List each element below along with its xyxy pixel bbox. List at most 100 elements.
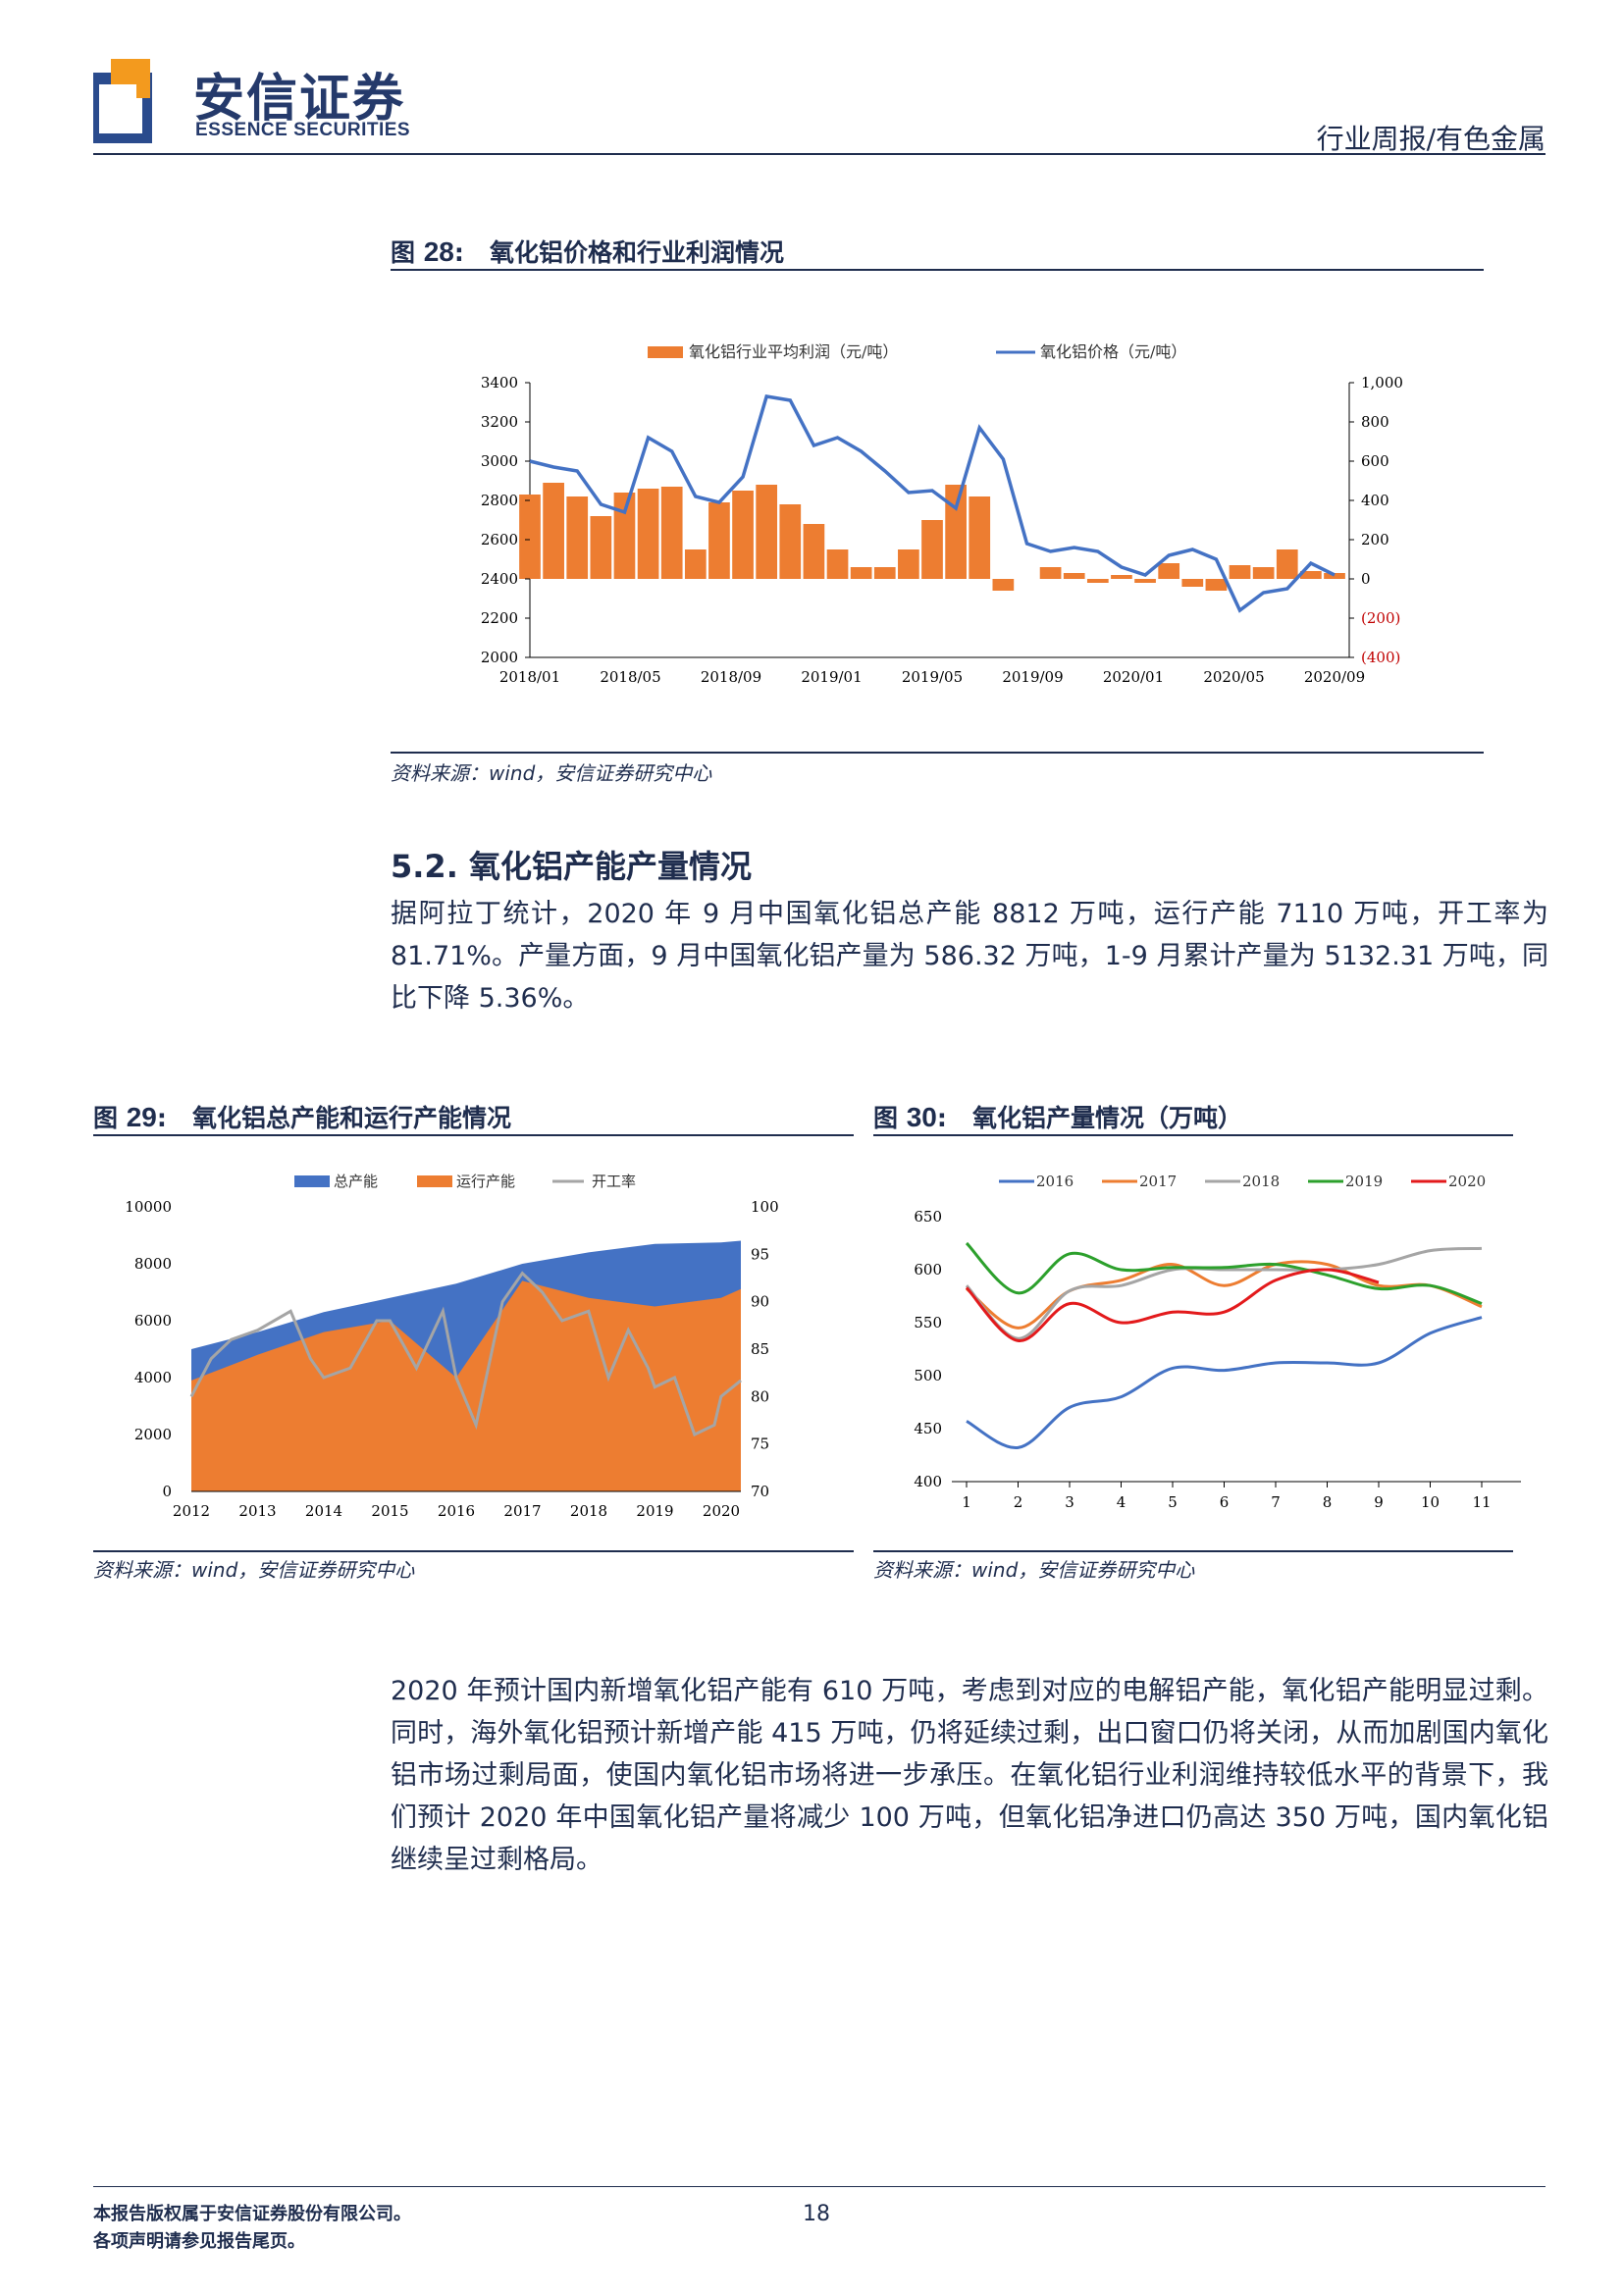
legend-swatch-profit (648, 346, 683, 358)
x-tick-label: 2014 (305, 1502, 342, 1520)
y-right-tick-label: (400) (1361, 649, 1400, 666)
profit-bar (1039, 567, 1062, 579)
legend-label-price: 氧化铝价格（元/吨） (1040, 342, 1186, 361)
fig28-source-rule (391, 752, 1484, 754)
profit-bar (1324, 573, 1345, 579)
fig30-title-rule (873, 1134, 1513, 1136)
y-left-tick-label: 2000 (481, 649, 518, 666)
profit-bar (779, 504, 802, 579)
logo-company-name: 安信证券 (193, 70, 406, 129)
y-right-tick-label: 95 (751, 1245, 769, 1263)
footer-disclaimer: 各项声明请参见报告尾页。 (93, 2231, 305, 2252)
x-tick-label: 2018 (570, 1502, 607, 1520)
series-line-2020 (965, 1268, 1380, 1342)
y-tick-label: 400 (914, 1473, 942, 1490)
x-tick-label: 2020/09 (1304, 668, 1365, 686)
y-tick-label: 650 (914, 1208, 942, 1226)
fig29-label: 图 (93, 1104, 119, 1132)
fig28-label: 图 (391, 238, 416, 267)
profit-bar (873, 567, 896, 579)
fig29-title-rule (93, 1134, 854, 1136)
profit-bar (1134, 579, 1156, 583)
section-paragraph-2: 2020 年预计国内新增氧化铝产能有 610 万吨，考虑到对应的电解铝产能，氧化… (391, 1676, 1548, 1875)
x-tick-label: 2018/01 (499, 668, 560, 686)
y-right-tick-label: (200) (1361, 609, 1400, 627)
fig28-title: 图 28: 氧化铝价格和行业利润情况 (391, 236, 785, 267)
profit-bar (684, 549, 707, 579)
profit-bar (969, 496, 991, 579)
profit-bar (543, 483, 564, 579)
y-left-tick-label: 2800 (481, 492, 518, 509)
fig30-chart: 2016 2017 2018 2019 2020 650 600 550 500 450 400 1 2… (914, 1173, 1521, 1511)
y-right-tick-label: 75 (751, 1435, 769, 1453)
legend-swatch-total (294, 1175, 330, 1187)
profit-bar (803, 524, 825, 579)
profit-bar (898, 549, 919, 579)
x-tick-label: 2019/01 (801, 668, 862, 686)
fig30-title: 图 30: 氧化铝产量情况（万吨） (873, 1102, 1243, 1132)
x-tick-label: 2017 (503, 1502, 541, 1520)
x-tick-label: 2018/09 (701, 668, 761, 686)
profit-bar (1111, 575, 1132, 579)
x-tick-label: 4 (1117, 1493, 1126, 1511)
y-left-tick-label: 4000 (134, 1369, 172, 1386)
fig28-source: 资料来源：wind，安信证券研究中心 (391, 761, 712, 785)
fig28-caption: 氧化铝价格和行业利润情况 (490, 238, 785, 267)
y-right-tick-label: 70 (751, 1483, 769, 1500)
page-number: 18 (803, 2202, 830, 2226)
section-paragraph-1: 据阿拉丁统计，2020 年 9 月中国氧化铝总产能 8812 万吨，运行产能 7… (391, 899, 1548, 1014)
profit-bar (590, 516, 612, 579)
x-tick-label: 2015 (371, 1502, 408, 1520)
fig29-source-rule (93, 1550, 854, 1552)
profit-bar (1276, 549, 1298, 579)
fig29-source: 资料来源：wind，安信证券研究中心 (93, 1558, 415, 1582)
y-right-tick-label: 400 (1361, 492, 1389, 509)
y-left-tick-label: 10000 (125, 1198, 172, 1216)
profit-bar (566, 496, 589, 579)
profit-bar (992, 579, 1015, 591)
x-tick-label: 2 (1014, 1493, 1023, 1511)
x-tick-label: 2018/05 (600, 668, 660, 686)
x-tick-label: 2019/09 (1002, 668, 1063, 686)
x-tick-label: 11 (1472, 1493, 1491, 1511)
profit-bar (1252, 567, 1275, 579)
x-tick-label: 2020/01 (1103, 668, 1164, 686)
fig29-title: 图 29: 氧化铝总产能和运行产能情况 (93, 1102, 512, 1132)
fig30-label: 图 (873, 1104, 899, 1132)
y-right-tick-label: 600 (1361, 452, 1389, 470)
x-tick-label: 2020 (703, 1502, 740, 1520)
profit-bar (1181, 579, 1204, 587)
legend-label-profit: 氧化铝行业平均利润（元/吨） (689, 342, 898, 361)
profit-bar (756, 485, 778, 579)
profit-bar (660, 487, 683, 579)
fig29-caption: 氧化铝总产能和运行产能情况 (192, 1104, 512, 1132)
legend-swatch-running (417, 1175, 452, 1187)
company-logo-icon (87, 59, 154, 145)
fig28-number: 28 (423, 236, 454, 267)
y-right-tick-label: 0 (1361, 570, 1371, 588)
y-right-tick-label: 1,000 (1361, 374, 1403, 391)
legend-label-running: 运行产能 (456, 1173, 515, 1190)
profit-bar (945, 485, 967, 579)
x-tick-label: 6 (1220, 1493, 1230, 1511)
x-tick-label: 1 (962, 1493, 971, 1511)
price-line (529, 394, 1336, 613)
profit-bar (708, 502, 730, 579)
report-type: 行业周报/有色金属 (1316, 123, 1545, 155)
x-tick-label: 3 (1065, 1493, 1074, 1511)
logo-company-name-en: ESSENCE SECURITIES (195, 120, 411, 140)
fig29-chart: 总产能 运行产能 开工率 10000 8000 6000 4000 2000 0 100 95 90 8… (125, 1173, 778, 1520)
y-right-tick-label: 85 (751, 1340, 769, 1358)
profit-bar (1229, 565, 1251, 579)
header-divider (93, 153, 1545, 155)
profit-bar (613, 493, 636, 579)
x-tick-label: 2020/05 (1203, 668, 1264, 686)
x-tick-label: 2013 (238, 1502, 276, 1520)
y-left-tick-label: 8000 (134, 1255, 172, 1273)
fig30-source-rule (873, 1550, 1513, 1552)
utilization-line (189, 1271, 742, 1437)
profit-bar (732, 491, 754, 579)
profit-bar (1300, 571, 1322, 579)
series-line-2018 (965, 1246, 1483, 1340)
x-tick-label: 7 (1271, 1493, 1281, 1511)
